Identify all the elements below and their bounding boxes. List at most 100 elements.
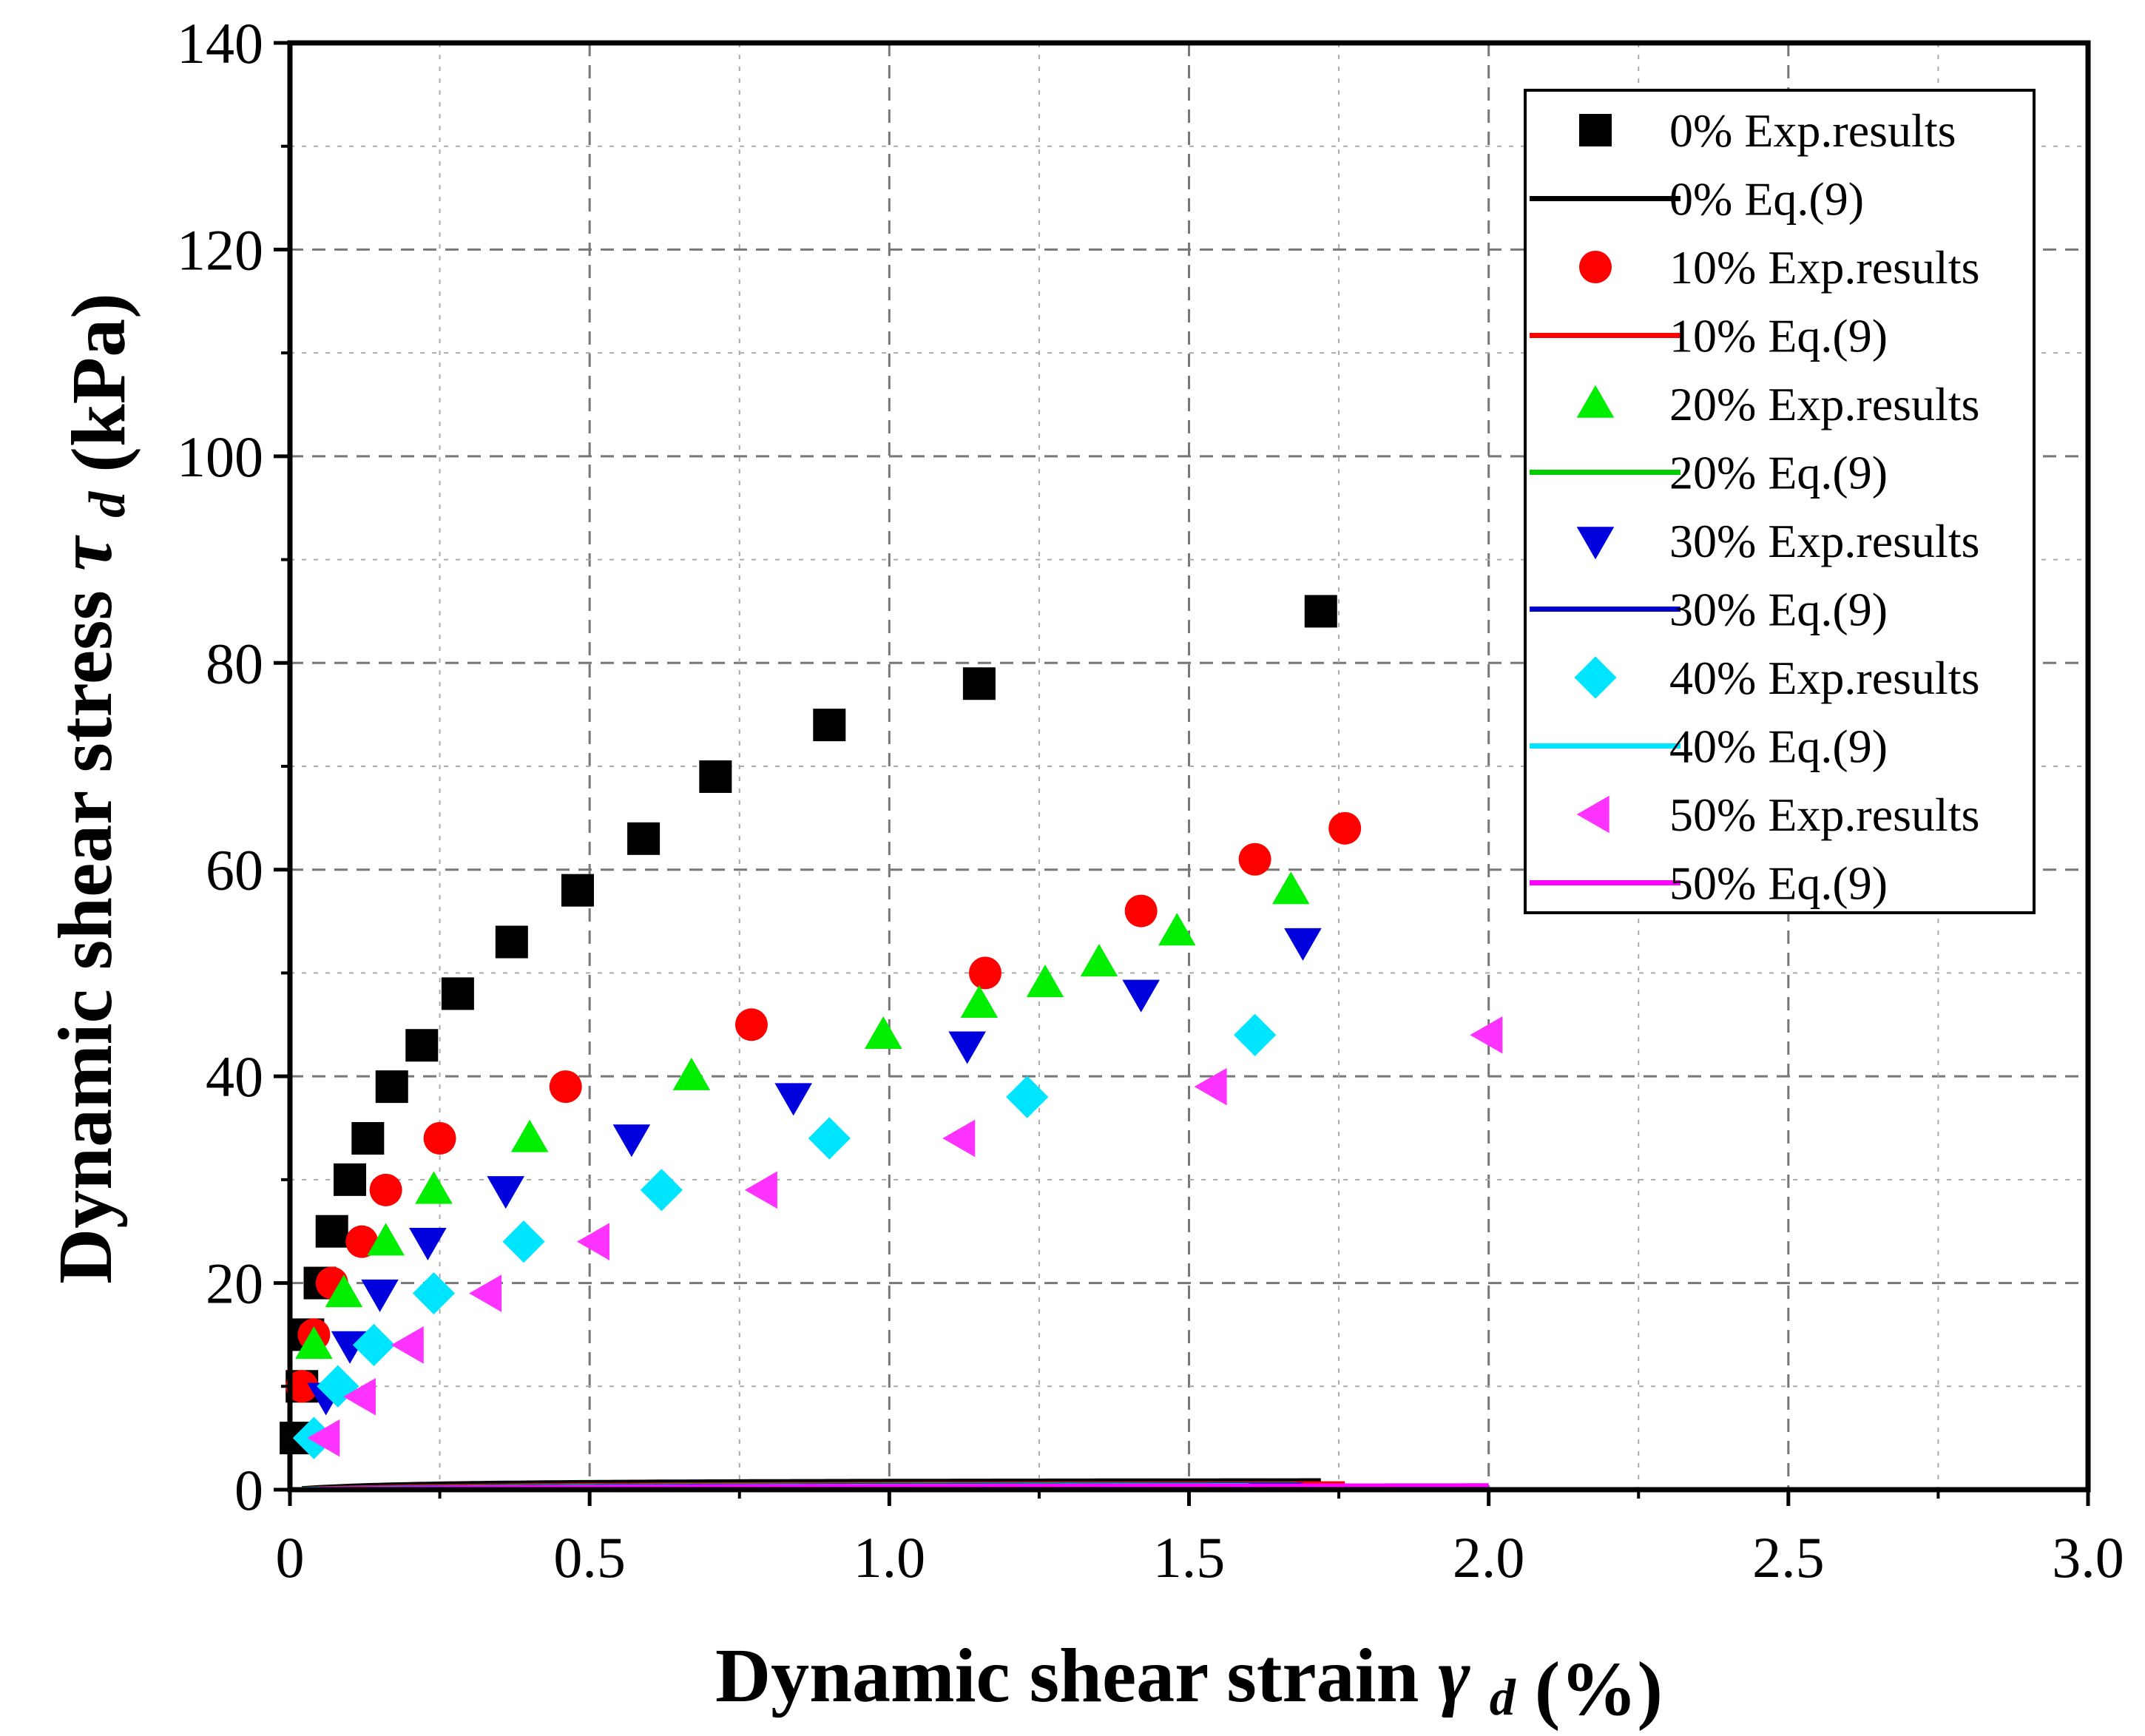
legend-marker-swatch [1576, 385, 1615, 418]
legend-box [1524, 89, 2036, 914]
data-point-series-4 [864, 1016, 902, 1049]
y-axis-subscript: d [79, 491, 136, 518]
data-point-series-6 [948, 1031, 986, 1064]
data-point-series-4 [672, 1057, 711, 1090]
legend-entry: 0% Exp.results [1579, 104, 1956, 157]
legend-label: 10% Eq.(9) [1669, 310, 1888, 362]
x-tick-label: 2.0 [1453, 1525, 1525, 1590]
y-tick-label: 60 [206, 838, 263, 902]
data-point-series-10 [307, 1419, 340, 1457]
svg-text:Dynamic shear stress: Dynamic shear stress τ d (kPa) [43, 293, 141, 1284]
data-point-series-2 [549, 1070, 582, 1104]
x-axis-unit: (%) [1535, 1647, 1663, 1732]
data-point-series-10 [342, 1377, 376, 1416]
data-point-series-0 [962, 667, 996, 700]
legend-entry: 0% Eq.(9) [1530, 173, 1864, 226]
y-tick-label: 0 [234, 1458, 263, 1522]
data-point-series-2 [734, 1008, 768, 1041]
x-tick-label: 2.5 [1752, 1525, 1825, 1590]
data-point-series-2 [369, 1173, 402, 1206]
legend-label: 30% Exp.results [1669, 515, 1980, 567]
data-point-series-4 [415, 1171, 453, 1204]
data-point-series-2 [1238, 842, 1271, 876]
x-axis-subscript: d [1490, 1669, 1516, 1726]
data-point-series-4 [325, 1274, 363, 1308]
data-point-series-2 [1328, 811, 1362, 845]
data-point-series-6 [487, 1176, 525, 1209]
data-point-series-8 [808, 1117, 851, 1160]
data-point-series-2 [1124, 894, 1158, 928]
data-point-series-6 [409, 1227, 447, 1260]
svg-text:Dynamic shear strain: Dynamic shear strain γ d (%) [715, 1633, 1663, 1732]
data-point-series-10 [391, 1326, 424, 1364]
data-point-series-2 [286, 1370, 319, 1403]
data-point-series-8 [412, 1271, 456, 1315]
x-tick-label: 0.5 [553, 1525, 626, 1590]
data-point-series-4 [960, 985, 999, 1019]
data-point-series-2 [968, 956, 1001, 990]
x-tick-label: 0 [276, 1525, 305, 1590]
data-point-series-0 [1304, 595, 1337, 628]
data-point-series-8 [1234, 1013, 1277, 1056]
legend-entry: 30% Exp.results [1576, 515, 1980, 567]
data-point-series-4 [1158, 913, 1196, 946]
legend-label: 40% Eq.(9) [1669, 720, 1888, 773]
data-point-series-10 [469, 1274, 502, 1312]
data-point-series-6 [774, 1083, 812, 1116]
legend-marker-swatch [1576, 795, 1609, 834]
data-point-series-10 [942, 1119, 976, 1158]
data-markers [280, 595, 1503, 1459]
data-point-series-8 [502, 1220, 545, 1263]
legend-label: 50% Exp.results [1669, 788, 1980, 841]
legend-entry: 40% Exp.results [1574, 652, 1980, 704]
legend-marker-swatch [1576, 527, 1615, 560]
legend: 0% Exp.results 0% Eq.(9) 10% Exp.results 10… [1524, 89, 2036, 914]
y-tick-label: 20 [206, 1252, 263, 1316]
y-axis-title: Dynamic shear stress τ d (kPa) [43, 293, 141, 1284]
data-point-series-8 [1006, 1075, 1049, 1118]
data-point-series-6 [612, 1124, 651, 1158]
data-point-series-0 [334, 1163, 367, 1196]
data-point-series-2 [345, 1225, 379, 1258]
data-point-series-0 [813, 709, 846, 742]
data-point-series-10 [1470, 1016, 1503, 1054]
data-point-series-0 [315, 1215, 348, 1248]
data-point-series-8 [640, 1169, 683, 1212]
legend-marker-swatch [1579, 114, 1612, 146]
data-point-series-6 [361, 1279, 399, 1312]
data-point-series-4 [1026, 965, 1064, 998]
legend-entry: 50% Eq.(9) [1530, 857, 1888, 910]
y-tick-label: 40 [206, 1044, 263, 1109]
data-point-series-10 [576, 1223, 609, 1260]
data-point-series-0 [441, 977, 474, 1010]
legend-label: 40% Exp.results [1669, 652, 1980, 704]
data-point-series-0 [561, 874, 594, 907]
data-point-series-8 [352, 1323, 396, 1366]
data-point-series-6 [1284, 928, 1322, 961]
data-point-series-0 [699, 760, 732, 793]
legend-entry: 20% Eq.(9) [1530, 447, 1888, 499]
legend-entry: 10% Eq.(9) [1530, 310, 1888, 362]
legend-label: 50% Eq.(9) [1669, 857, 1888, 910]
data-point-series-0 [405, 1029, 439, 1062]
y-axis-label: Dynamic shear stress [43, 590, 128, 1284]
data-point-series-10 [1194, 1067, 1227, 1106]
x-tick-label: 1.0 [854, 1525, 926, 1590]
data-point-series-4 [1271, 871, 1310, 905]
y-axis-symbol: τ [43, 535, 128, 571]
x-axis-title: Dynamic shear strain γ d (%) [715, 1633, 1663, 1732]
x-tick-label: 3.0 [2052, 1525, 2124, 1590]
data-point-series-0 [351, 1121, 385, 1155]
legend-label: 0% Eq.(9) [1669, 173, 1864, 226]
y-tick-label: 140 [177, 11, 263, 75]
data-point-series-6 [1122, 979, 1160, 1013]
x-axis-symbol: γ [1438, 1633, 1470, 1718]
legend-entry: 30% Eq.(9) [1530, 584, 1888, 636]
data-point-series-0 [375, 1070, 408, 1104]
axis-ticks: 0 0.5 1.0 1.5 2.0 2.5 3.0 0 20 40 60 80 100 120 140 [177, 11, 2124, 1590]
y-tick-label: 120 [177, 217, 263, 282]
legend-entry: 40% Eq.(9) [1530, 720, 1888, 773]
legend-label: 30% Eq.(9) [1669, 584, 1888, 636]
legend-marker-swatch [1579, 251, 1612, 283]
y-axis-unit: (kPa) [56, 293, 141, 473]
